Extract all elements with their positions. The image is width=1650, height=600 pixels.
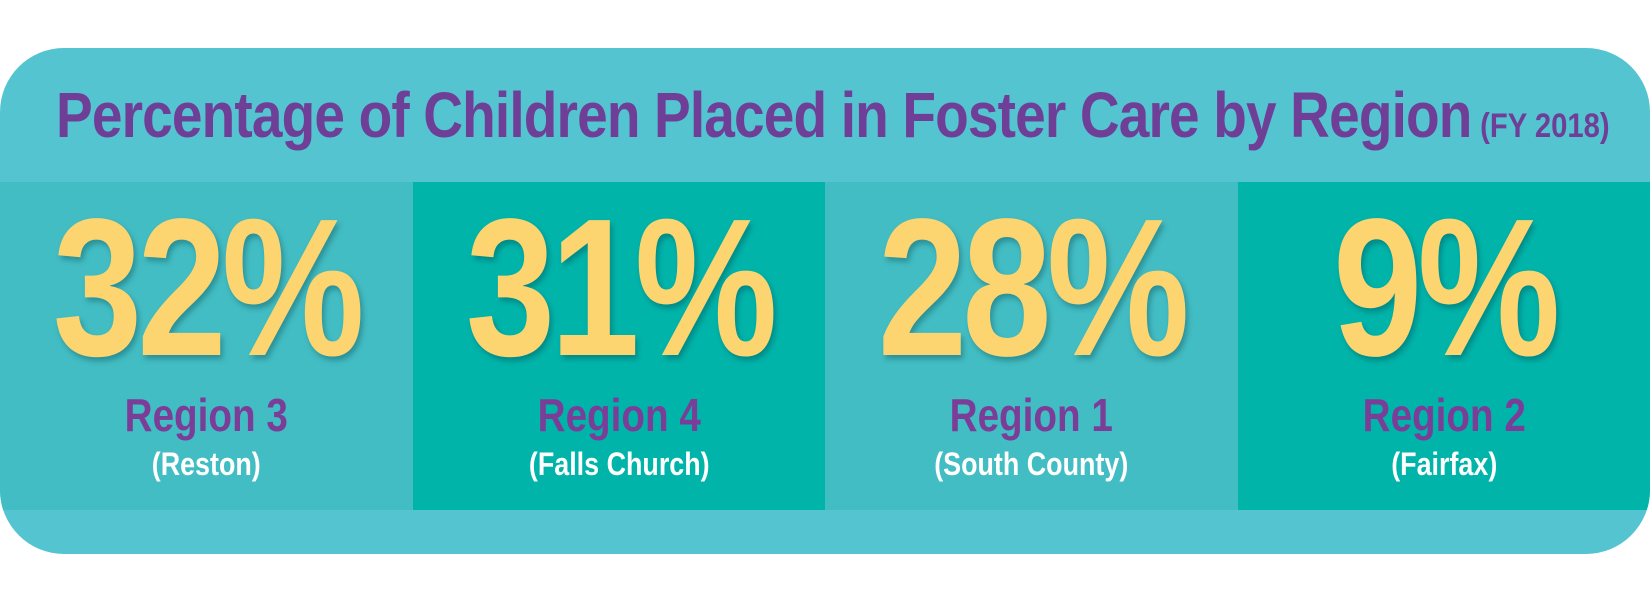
region-name: Region 3 <box>124 389 288 441</box>
region-panel-region-4: 31% Region 4 (Falls Church) <box>412 178 825 510</box>
page-title: Percentage of Children Placed in Foster … <box>56 79 1472 151</box>
region-place: (Fairfax) <box>1390 446 1497 482</box>
region-place: (Reston) <box>151 446 261 482</box>
percentage-value: 32% <box>52 178 365 397</box>
region-panel-region-1: 28% Region 1 (South County) <box>825 182 1238 510</box>
region-place: (Falls Church) <box>528 446 710 482</box>
infographic-card: Percentage of Children Placed in Foster … <box>0 48 1650 554</box>
region-panel-region-2: 9% Region 2 (Fairfax) <box>1237 178 1650 510</box>
title-row: Percentage of Children Placed in Foster … <box>56 78 1610 152</box>
region-place: (South County) <box>934 446 1129 482</box>
region-panels: 32% Region 3 (Reston) 31% Region 4 (Fall… <box>0 182 1650 510</box>
percentage-value: 9% <box>1332 178 1560 397</box>
region-panel-region-3: 32% Region 3 (Reston) <box>0 182 413 510</box>
page-subtitle: (FY 2018) <box>1480 107 1610 145</box>
percentage-value: 28% <box>877 178 1190 397</box>
region-name: Region 1 <box>949 389 1113 441</box>
region-name: Region 4 <box>537 389 701 441</box>
percentage-value: 31% <box>465 178 777 397</box>
region-name: Region 2 <box>1362 389 1526 441</box>
